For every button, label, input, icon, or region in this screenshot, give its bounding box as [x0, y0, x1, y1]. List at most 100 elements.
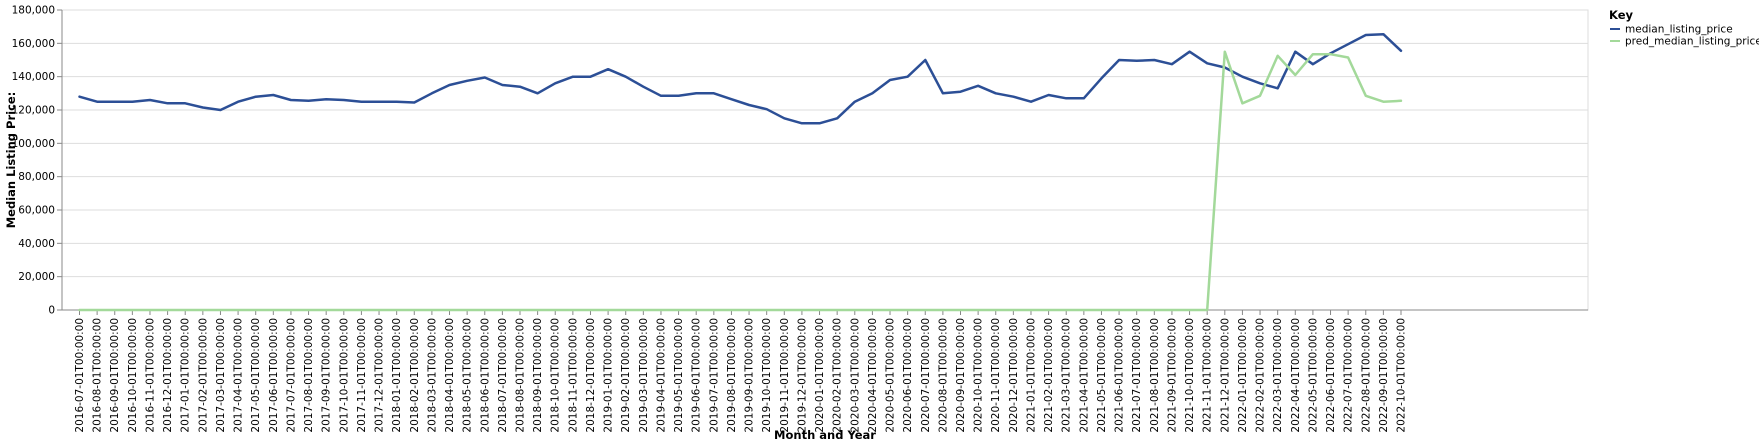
x-tick-label: 2022-07-01T00:00:00 — [1343, 318, 1355, 433]
x-tick-label: 2017-03-01T00:00:00 — [215, 318, 227, 433]
x-tick-label: 2020-05-01T00:00:00 — [885, 318, 897, 433]
y-tick-label: 160,000 — [12, 38, 55, 50]
x-tick-label: 2021-11-01T00:00:00 — [1202, 318, 1214, 433]
y-tick-label: 40,000 — [18, 238, 55, 250]
x-tick-label: 2022-01-01T00:00:00 — [1237, 318, 1249, 433]
x-tick-label: 2020-08-01T00:00:00 — [937, 318, 949, 433]
x-tick-label: 2018-05-01T00:00:00 — [462, 318, 474, 433]
x-tick-label: 2022-04-01T00:00:00 — [1290, 318, 1302, 433]
x-tick-label: 2016-08-01T00:00:00 — [92, 318, 104, 433]
x-tick-label: 2017-08-01T00:00:00 — [303, 318, 315, 433]
x-tick-label: 2018-03-01T00:00:00 — [426, 318, 438, 433]
legend: Key median_listing_pricepred_median_list… — [1609, 8, 1759, 48]
x-tick-label: 2017-11-01T00:00:00 — [356, 318, 368, 433]
legend-label-median_listing_price: median_listing_price — [1625, 24, 1733, 36]
x-tick-label: 2019-02-01T00:00:00 — [620, 318, 632, 433]
x-tick-label: 2018-12-01T00:00:00 — [585, 318, 597, 433]
x-tick-label: 2017-04-01T00:00:00 — [233, 318, 245, 433]
x-tick-label: 2019-11-01T00:00:00 — [779, 318, 791, 433]
x-tick-label: 2019-12-01T00:00:00 — [796, 318, 808, 433]
x-tick-label: 2021-06-01T00:00:00 — [1114, 318, 1126, 433]
x-tick-label: 2016-12-01T00:00:00 — [162, 318, 174, 433]
plot-area — [61, 9, 1589, 311]
x-tick-label: 2021-04-01T00:00:00 — [1078, 318, 1090, 433]
x-tick-label: 2020-06-01T00:00:00 — [902, 318, 914, 433]
y-tick-label: 120,000 — [12, 105, 55, 117]
series-line-pred_median_listing_price — [78, 50, 1403, 312]
x-tick-label: 2018-07-01T00:00:00 — [497, 318, 509, 433]
x-tick-label: 2019-01-01T00:00:00 — [603, 318, 615, 433]
x-tick-label: 2021-03-01T00:00:00 — [1061, 318, 1073, 433]
x-tick-label: 2021-08-01T00:00:00 — [1149, 318, 1161, 433]
x-tick-label: 2018-06-01T00:00:00 — [479, 318, 491, 433]
x-tick-label: 2019-10-01T00:00:00 — [761, 318, 773, 433]
x-tick-label: 2017-06-01T00:00:00 — [268, 318, 280, 433]
x-tick-label: 2018-01-01T00:00:00 — [391, 318, 403, 433]
x-tick-label: 2018-08-01T00:00:00 — [515, 318, 527, 433]
x-tick-label: 2020-03-01T00:00:00 — [849, 318, 861, 433]
y-axis: 0 20,000 40,000 60,000 80,000 100,000 120,000 1… — [12, 5, 63, 317]
x-tick-label: 2020-10-01T00:00:00 — [973, 318, 985, 433]
x-tick-label: 2022-08-01T00:00:00 — [1360, 318, 1372, 433]
y-tick-label: 20,000 — [18, 271, 55, 283]
x-tick-label: 2018-02-01T00:00:00 — [409, 318, 421, 433]
x-tick-label: 2021-12-01T00:00:00 — [1219, 318, 1231, 433]
x-tick-label: 2020-07-01T00:00:00 — [920, 318, 932, 433]
x-tick-label: 2022-05-01T00:00:00 — [1307, 318, 1319, 433]
x-tick-label: 2018-04-01T00:00:00 — [444, 318, 456, 433]
x-tick-label: 2022-10-01T00:00:00 — [1396, 318, 1408, 433]
x-tick-label: 2018-09-01T00:00:00 — [532, 318, 544, 433]
x-tick-label: 2017-05-01T00:00:00 — [250, 318, 262, 433]
x-tick-label: 2021-05-01T00:00:00 — [1096, 318, 1108, 433]
x-tick-label: 2017-09-01T00:00:00 — [321, 318, 333, 433]
x-tick-label: 2021-09-01T00:00:00 — [1166, 318, 1178, 433]
x-tick-label: 2017-02-01T00:00:00 — [197, 318, 209, 433]
x-axis: 2016-07-01T00:00:00 2016-08-01T00:00:00 20… — [62, 309, 1588, 433]
series-layer — [78, 32, 1403, 312]
y-tick-label: 100,000 — [12, 138, 55, 150]
x-tick-label: 2020-11-01T00:00:00 — [990, 318, 1002, 433]
x-tick-label: 2018-11-01T00:00:00 — [567, 318, 579, 433]
x-tick-label: 2017-01-01T00:00:00 — [180, 318, 192, 433]
x-tick-label: 2022-06-01T00:00:00 — [1325, 318, 1337, 433]
legend-items: median_listing_pricepred_median_listing_… — [1610, 24, 1759, 48]
series-line-median_listing_price — [78, 32, 1403, 125]
x-tick-label: 2019-04-01T00:00:00 — [655, 318, 667, 433]
legend-title: Key — [1609, 8, 1634, 22]
x-tick-label: 2021-10-01T00:00:00 — [1184, 318, 1196, 433]
x-tick-label: 2020-02-01T00:00:00 — [832, 318, 844, 433]
y-tick-label: 180,000 — [12, 5, 55, 17]
x-tick-label: 2022-09-01T00:00:00 — [1378, 318, 1390, 433]
x-tick-label: 2019-03-01T00:00:00 — [638, 318, 650, 433]
x-tick-label: 2016-09-01T00:00:00 — [109, 318, 121, 433]
x-tick-label: 2022-02-01T00:00:00 — [1255, 318, 1267, 433]
x-tick-label: 2021-01-01T00:00:00 — [1025, 318, 1037, 433]
x-tick-label: 2021-02-01T00:00:00 — [1043, 318, 1055, 433]
x-tick-label: 2017-07-01T00:00:00 — [285, 318, 297, 433]
x-tick-label: 2019-06-01T00:00:00 — [691, 318, 703, 433]
x-axis-title: Month and Year — [774, 428, 876, 442]
y-tick-label: 0 — [48, 305, 55, 317]
y-tick-label: 140,000 — [12, 71, 55, 83]
x-tick-label: 2016-10-01T00:00:00 — [127, 318, 139, 433]
x-tick-label: 2018-10-01T00:00:00 — [550, 318, 562, 433]
x-tick-label: 2019-05-01T00:00:00 — [673, 318, 685, 433]
x-tick-label: 2019-07-01T00:00:00 — [708, 318, 720, 433]
x-tick-label: 2020-01-01T00:00:00 — [814, 318, 826, 433]
x-tick-label: 2019-08-01T00:00:00 — [726, 318, 738, 433]
x-tick-label: 2020-12-01T00:00:00 — [1008, 318, 1020, 433]
x-tick-label: 2016-11-01T00:00:00 — [144, 318, 156, 433]
x-tick-label: 2020-09-01T00:00:00 — [955, 318, 967, 433]
gridlines — [62, 9, 1588, 311]
y-tick-label: 60,000 — [18, 205, 55, 217]
x-tick-label: 2016-07-01T00:00:00 — [74, 318, 86, 433]
x-tick-label: 2021-07-01T00:00:00 — [1131, 318, 1143, 433]
x-tick-label: 2020-04-01T00:00:00 — [867, 318, 879, 433]
x-tick-label: 2022-03-01T00:00:00 — [1272, 318, 1284, 433]
legend-label-pred_median_listing_price: pred_median_listing_price — [1625, 36, 1759, 48]
y-axis-title: Median Listing Price: — [4, 92, 18, 229]
y-tick-label: 80,000 — [18, 171, 55, 183]
x-tick-label: 2017-12-01T00:00:00 — [374, 318, 386, 433]
x-tick-label: 2019-09-01T00:00:00 — [744, 318, 756, 433]
x-tick-label: 2017-10-01T00:00:00 — [338, 318, 350, 433]
